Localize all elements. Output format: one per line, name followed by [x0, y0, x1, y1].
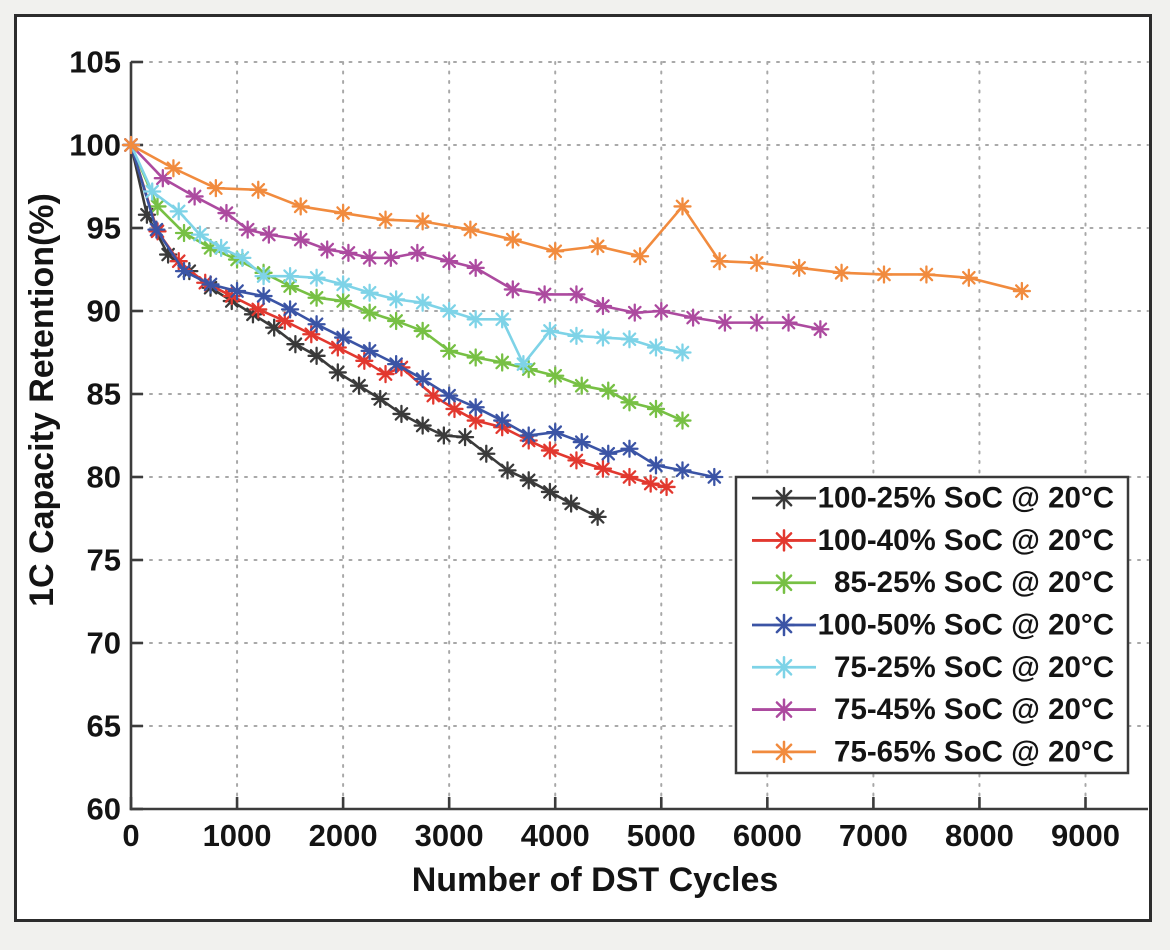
svg-text:6000: 6000 [733, 818, 802, 853]
legend-item: 85-25% SoC @ 20°C [752, 566, 1114, 599]
legend-label: 100-25% SoC @ 20°C [818, 482, 1114, 515]
legend-item: 100-25% SoC @ 20°C [752, 482, 1114, 515]
svg-text:0: 0 [122, 818, 139, 853]
svg-text:3000: 3000 [415, 818, 484, 853]
legend-label: 75-25% SoC @ 20°C [834, 651, 1114, 684]
svg-text:70: 70 [87, 626, 121, 661]
series-100-50pct [121, 135, 724, 487]
legend-item: 75-45% SoC @ 20°C [752, 693, 1114, 726]
legend-label: 75-45% SoC @ 20°C [834, 693, 1114, 726]
svg-text:4000: 4000 [521, 818, 590, 853]
legend-label: 100-40% SoC @ 20°C [818, 524, 1114, 557]
svg-text:100: 100 [69, 128, 121, 163]
series-75-65pct [121, 135, 1032, 301]
svg-text:9000: 9000 [1051, 818, 1120, 853]
svg-text:5000: 5000 [627, 818, 696, 853]
series-85-25pct [121, 135, 692, 430]
legend: 100-25% SoC @ 20°C 100-40% SoC @ 20°C 85-2… [734, 475, 1130, 775]
svg-text:80: 80 [87, 460, 121, 495]
svg-text:65: 65 [87, 709, 121, 744]
axes [129, 60, 1148, 811]
svg-text:8000: 8000 [945, 818, 1014, 853]
svg-text:75: 75 [87, 543, 121, 578]
svg-text:1000: 1000 [203, 818, 272, 853]
tick-labels: 60 65 70 75 80 85 90 95 100 105 0 1000 2000 3000 4000 5… [69, 45, 1120, 854]
series-75-25pct [121, 135, 692, 374]
legend-item: 100-40% SoC @ 20°C [752, 524, 1114, 557]
svg-text:95: 95 [87, 211, 121, 246]
legend-item: 75-65% SoC @ 20°C [752, 735, 1114, 768]
svg-text:2000: 2000 [309, 818, 378, 853]
x-axis-label: Number of DST Cycles [411, 861, 779, 899]
legend-label: 85-25% SoC @ 20°C [834, 566, 1114, 599]
svg-text:60: 60 [87, 792, 121, 827]
series-100-40pct [121, 135, 676, 497]
svg-text:7000: 7000 [839, 818, 908, 853]
legend-item: 100-50% SoC @ 20°C [752, 609, 1114, 642]
svg-text:85: 85 [87, 377, 121, 412]
y-axis-label: 1C Capacity Retention(%) [23, 193, 61, 607]
legend-item: 75-25% SoC @ 20°C [752, 651, 1114, 684]
svg-text:105: 105 [69, 45, 121, 80]
legend-label: 75-65% SoC @ 20°C [834, 735, 1114, 768]
series-75-45pct [121, 135, 830, 339]
svg-text:90: 90 [87, 294, 121, 329]
legend-label: 100-50% SoC @ 20°C [818, 609, 1114, 642]
